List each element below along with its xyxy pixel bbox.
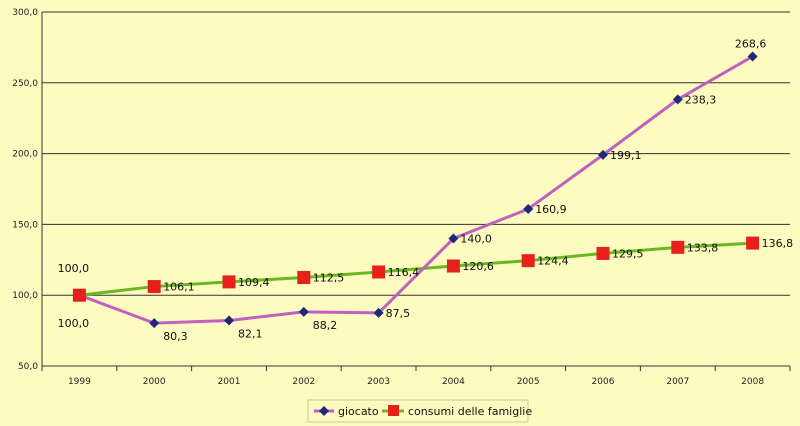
data-label-giocato-2001: 82,1 (238, 328, 263, 341)
point-giocato-2000 (149, 318, 160, 329)
point-giocato-2008 (747, 51, 758, 62)
y-tick-label: 200,0 (12, 150, 38, 160)
data-label-giocato-1999: 100,0 (58, 317, 90, 330)
y-tick-label: 50,0 (18, 362, 38, 372)
data-label-giocato-2000: 80,3 (163, 330, 188, 343)
series-line-giocato (78, 55, 754, 325)
x-tick-label: 2005 (517, 377, 540, 387)
data-label-consumi-2004: 120,6 (462, 260, 494, 273)
y-tick-label: 300,0 (12, 8, 38, 18)
data-label-giocato-2008: 268,6 (735, 37, 767, 50)
point-giocato-2003 (373, 307, 384, 318)
x-tick-label: 2004 (442, 377, 465, 387)
x-tick-label: 2008 (741, 377, 764, 387)
series-line-consumi (79, 241, 753, 297)
data-labels: 100,0 80,3 82,1 88,2 87,5 140,0 160,9 199,1 238,… (58, 37, 793, 343)
data-label-giocato-2005: 160,9 (535, 203, 567, 216)
point-consumi-2003 (372, 265, 386, 279)
data-label-giocato-2002: 88,2 (313, 319, 338, 332)
x-axis-tick-labels: 1999 2000 2001 2002 2003 2004 2005 2006 2007 2008 (68, 377, 764, 387)
x-tick-label: 2000 (143, 377, 166, 387)
x-tick-label: 2001 (218, 377, 241, 387)
point-consumi-2002 (297, 271, 311, 284)
y-tick-label: 150,0 (12, 220, 38, 230)
point-consumi-2000 (147, 280, 161, 294)
point-consumi-1999 (72, 288, 86, 302)
y-axis-tick-labels: 50,0 100,0 150,0 200,0 250,0 300,0 (12, 8, 38, 372)
legend-label-consumi: consumi delle famiglie (408, 405, 532, 418)
legend-marker-consumi (388, 405, 399, 416)
data-label-consumi-2000: 106,1 (163, 281, 195, 294)
x-tick-label: 1999 (68, 377, 91, 387)
data-label-consumi-2006: 129,5 (612, 247, 644, 260)
point-consumi-2004 (446, 259, 460, 273)
data-label-consumi-2008: 136,8 (762, 237, 794, 250)
point-consumi-2008 (746, 236, 760, 250)
point-giocato-2004 (448, 233, 459, 244)
grid-lines (42, 11, 790, 367)
y-tick-label: 250,0 (12, 79, 38, 89)
data-label-consumi-1999: 100,0 (58, 262, 90, 275)
y-tick-label: 100,0 (12, 291, 38, 301)
x-tick-label: 2007 (666, 377, 689, 387)
data-label-consumi-2003: 116,4 (388, 266, 420, 279)
legend-label-giocato: giocato (338, 405, 379, 418)
point-giocato-2001 (224, 315, 234, 326)
x-tick-label: 2002 (292, 377, 315, 387)
series-layer (72, 51, 760, 329)
x-tick-label: 2006 (592, 377, 615, 387)
data-label-giocato-2004: 140,0 (460, 233, 492, 246)
data-label-giocato-2006: 199,1 (610, 149, 642, 162)
point-consumi-2005 (521, 254, 535, 268)
x-tick-label: 2003 (367, 377, 390, 387)
data-label-giocato-2003: 87,5 (386, 307, 411, 320)
data-label-consumi-2001: 109,4 (238, 276, 270, 289)
data-label-giocato-2007: 238,3 (685, 93, 717, 106)
data-label-consumi-2007: 133,8 (687, 241, 719, 254)
point-consumi-2006 (596, 246, 610, 260)
point-giocato-2006 (598, 149, 608, 160)
point-giocato-2007 (672, 94, 683, 105)
legend-marker-giocato (319, 406, 329, 416)
point-giocato-2005 (523, 203, 534, 214)
point-consumi-2007 (671, 240, 685, 254)
point-consumi-2001 (222, 275, 236, 289)
point-giocato-2002 (298, 306, 309, 317)
legend-box (307, 399, 529, 423)
data-label-consumi-2005: 124,4 (537, 255, 569, 268)
data-label-consumi-2002: 112,5 (313, 272, 345, 285)
legend: giocato consumi delle famiglie (307, 399, 532, 423)
axes (41, 12, 791, 371)
